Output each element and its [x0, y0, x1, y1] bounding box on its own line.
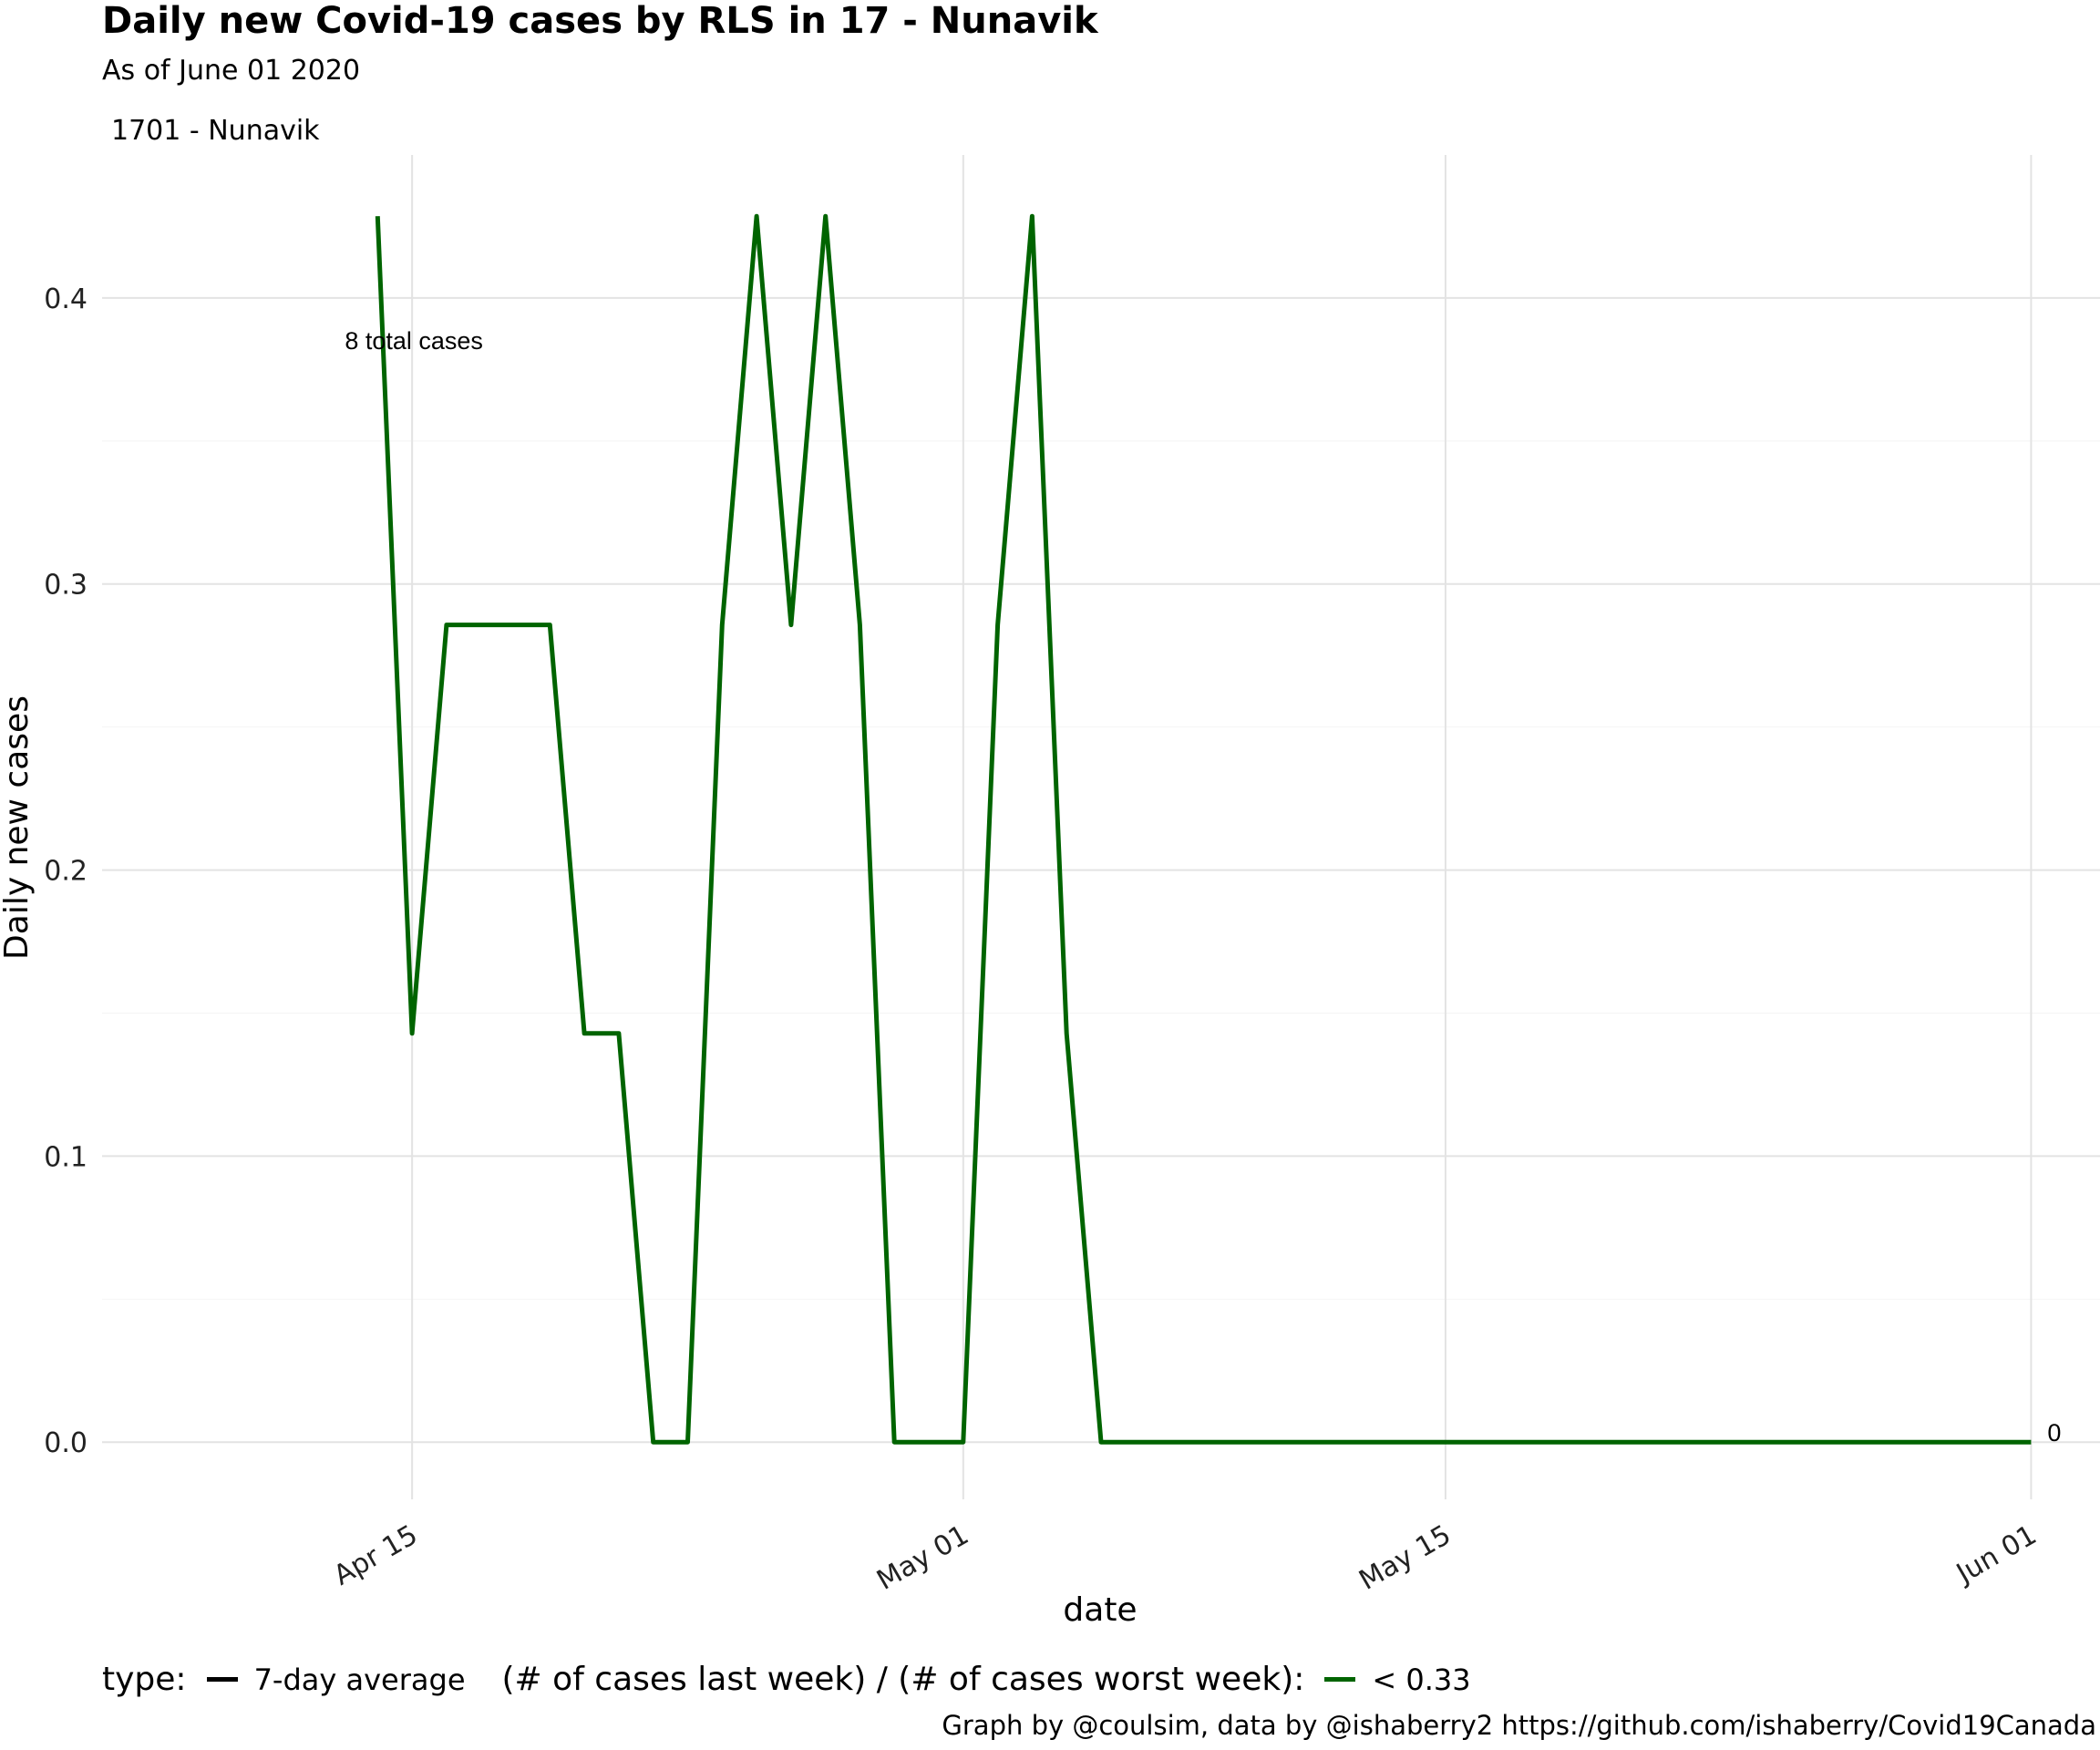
y-tick-label: 0.2	[44, 856, 88, 888]
chart-subtitle: As of June 01 2020	[102, 55, 361, 87]
legend: type: 7-day average (# of cases last wee…	[102, 1661, 1471, 1698]
y-tick-label: 0.4	[44, 283, 88, 315]
series-line-7-day-average	[375, 213, 2032, 1445]
x-tick-labels: Apr 15 May 01 May 15 Jun 01	[328, 1519, 2042, 1597]
legend-ratio-title: (# of cases last week) / (# of cases wor…	[501, 1661, 1305, 1698]
y-tick-label: 0.1	[44, 1141, 88, 1173]
x-tick-label: Apr 15	[328, 1519, 423, 1592]
legend-type-item: 7-day average	[253, 1662, 466, 1697]
legend-ratio-key	[1324, 1677, 1356, 1682]
last-value-annotation: 0	[2047, 1419, 2061, 1446]
x-tick-label: Jun 01	[1950, 1519, 2042, 1591]
legend-ratio-item: < 0.33	[1372, 1662, 1471, 1697]
y-tick-labels: 0.0 0.1 0.2 0.3 0.4	[44, 283, 88, 1459]
y-axis-title: Daily new cases	[0, 695, 36, 960]
grid-lines	[102, 155, 2100, 1499]
annotations: 8 total cases 0	[345, 327, 2061, 1446]
caption: Graph by @coulsim, data by @ishaberry2 h…	[942, 1710, 2096, 1741]
legend-type-key	[206, 1677, 238, 1682]
y-tick-label: 0.3	[44, 570, 88, 602]
series-lines	[375, 213, 2032, 1445]
facet-label: 1701 - Nunavik	[111, 115, 320, 147]
x-tick-label: May 15	[1354, 1519, 1457, 1597]
x-tick-label: May 01	[871, 1519, 974, 1597]
x-axis-title: date	[1063, 1591, 1137, 1629]
total-cases-annotation: 8 total cases	[345, 327, 483, 355]
y-tick-label: 0.0	[44, 1427, 88, 1459]
chart-title: Daily new Covid-19 cases by RLS in 17 - …	[102, 0, 1098, 42]
legend-type-title: type:	[102, 1661, 187, 1698]
